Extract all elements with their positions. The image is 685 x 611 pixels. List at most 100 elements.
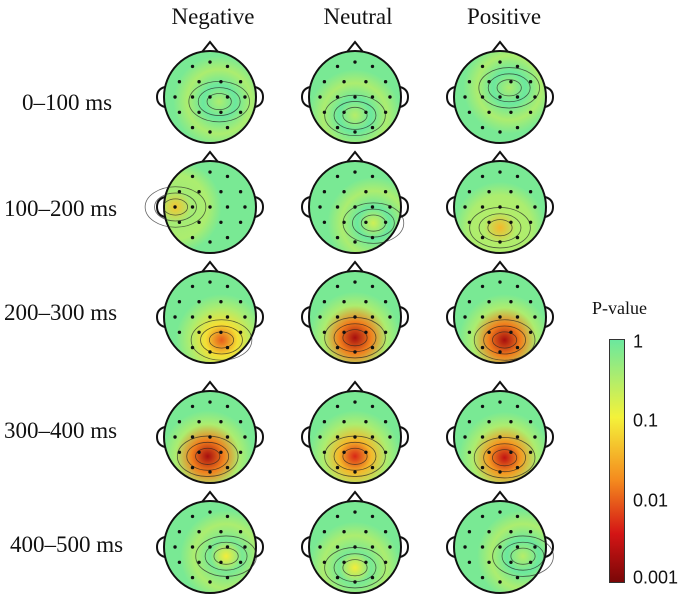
electrode-dot <box>509 110 513 114</box>
electrode-dot <box>533 205 537 209</box>
electrode-dot <box>353 470 357 474</box>
electrode-dot <box>364 300 368 304</box>
electrode-dot <box>498 510 502 514</box>
scalp-map <box>445 490 555 594</box>
colorbar <box>609 339 625 583</box>
electrode-dot <box>364 330 368 334</box>
electrode-dot <box>243 95 247 99</box>
electrode-dot <box>480 575 485 580</box>
electrode-dot <box>467 220 472 224</box>
electrode-dot <box>335 64 340 69</box>
electrode-dot <box>335 545 340 549</box>
electrode-dot <box>335 235 340 240</box>
electrode-dot <box>177 220 182 224</box>
electrode-dot <box>238 190 243 194</box>
electrode-dot <box>208 130 212 134</box>
electrode-dot <box>238 420 243 424</box>
electrode-dot <box>318 545 322 549</box>
electrode-dot <box>219 420 223 424</box>
electrode-dot <box>370 435 375 439</box>
electrode-dot <box>243 435 247 439</box>
electrode-dot <box>318 205 322 209</box>
electrode-dot <box>190 315 195 319</box>
electrode-dot <box>487 530 491 534</box>
electrode-dot <box>225 174 230 179</box>
electrode-dot <box>528 110 533 114</box>
ear-right-outline <box>399 86 410 108</box>
contour-line <box>492 535 554 577</box>
electrode-dot <box>533 545 537 549</box>
contour-line <box>501 541 545 571</box>
ear-left-outline <box>445 536 456 558</box>
electrode-dot <box>342 450 346 454</box>
electrode-dot <box>498 435 502 439</box>
scalp-map <box>445 150 555 254</box>
electrode-dot <box>480 64 485 69</box>
electrode-dot <box>243 315 247 319</box>
ear-right-outline <box>544 196 555 218</box>
electrode-dot <box>509 80 513 84</box>
electrode-dot <box>197 80 201 84</box>
ear-left-outline <box>155 306 166 328</box>
electrode-dot <box>208 545 212 549</box>
ear-left-outline <box>300 86 311 108</box>
electrode-dot <box>190 545 195 549</box>
electrode-dot <box>353 400 357 404</box>
ear-right-outline <box>254 426 265 448</box>
electrode-dot <box>388 545 392 549</box>
electrode-dot <box>528 300 533 304</box>
electrode-dot <box>388 315 392 319</box>
electrode-dot <box>219 330 223 334</box>
electrode-dot <box>335 575 340 580</box>
electrode-dot <box>487 420 491 424</box>
electrode-dot <box>533 95 537 99</box>
electrode-dot <box>498 130 502 134</box>
electrode-dot <box>322 530 327 534</box>
electrode-dot <box>364 420 368 424</box>
nose-outline <box>491 490 509 503</box>
ear-right-outline <box>254 196 265 218</box>
electrode-dot <box>515 95 520 99</box>
electrode-dot <box>342 530 346 534</box>
electrode-dot <box>480 95 485 99</box>
electrode-dot <box>515 125 520 130</box>
electrode-dot <box>238 330 243 334</box>
electrode-dot <box>528 80 533 84</box>
electrode-dot <box>364 190 368 194</box>
electrode-dot <box>463 95 467 99</box>
electrode-dot <box>467 300 472 304</box>
electrode-dot <box>219 220 223 224</box>
electrode-dot <box>177 190 182 194</box>
electrode-dot <box>515 64 520 69</box>
nose-outline <box>491 380 509 393</box>
electrode-dot <box>383 450 388 454</box>
electrode-dot <box>528 420 533 424</box>
electrode-dot <box>190 404 195 409</box>
electrode-dot <box>342 80 346 84</box>
electrode-dot <box>225 315 230 319</box>
column-label-neutral: Neutral <box>323 4 393 29</box>
electrode-dot <box>370 345 375 350</box>
nose-outline <box>346 490 364 503</box>
electrode-dot <box>335 95 340 99</box>
electrode-dot <box>498 240 502 244</box>
electrode-dot <box>225 465 230 470</box>
nose-outline <box>201 380 219 393</box>
electrode-dot <box>225 575 230 580</box>
electrode-dot <box>480 345 485 350</box>
electrode-dot <box>480 125 485 130</box>
electrode-dot <box>498 350 502 354</box>
electrode-dot <box>342 190 346 194</box>
electrode-dot <box>208 315 212 319</box>
colorbar-tick-0.1: 0.1 <box>633 410 659 431</box>
electrode-dot <box>467 190 472 194</box>
electrode-dot <box>487 110 491 114</box>
electrode-dot <box>515 345 520 350</box>
electrode-dot <box>190 235 195 240</box>
electrode-dot <box>208 435 212 439</box>
electrode-dot <box>322 110 327 114</box>
electrode-dot <box>364 220 368 224</box>
electrode-dot <box>225 235 230 240</box>
scalp-map <box>155 490 265 594</box>
electrode-dot <box>342 220 346 224</box>
